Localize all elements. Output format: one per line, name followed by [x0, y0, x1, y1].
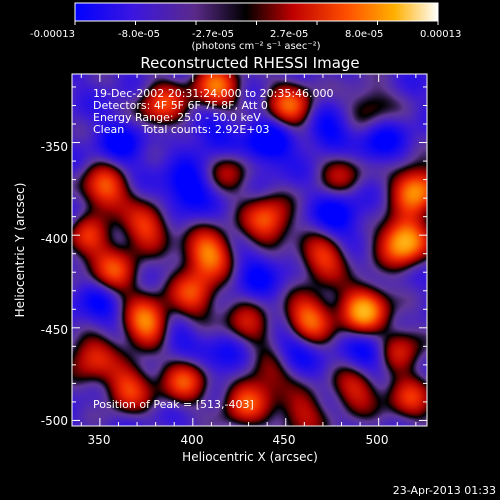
annotation-peak-position: Position of Peak = [513,-403]	[93, 398, 254, 411]
chart-title: Reconstructed RHESSI Image	[140, 54, 359, 72]
colorbar-tick-2: -2.7e-05	[192, 29, 234, 40]
x-tick-350: 350	[88, 433, 111, 447]
x-tick-400: 400	[181, 433, 204, 447]
plot-frame	[71, 73, 428, 427]
colorbar-tick-5: 0.00013	[420, 29, 461, 40]
y-tick-500: -500	[41, 414, 68, 428]
colorbar-ticks	[74, 21, 439, 25]
y-tick-400: -400	[41, 232, 68, 246]
annotation-time-range: 19-Dec-2002 20:31:24.000 to 20:35:46.000	[93, 87, 334, 100]
y-axis-label: Heliocentric Y (arcsec)	[13, 183, 27, 318]
render-timestamp: 23-Apr-2013 01:33	[393, 484, 496, 497]
annotation-clean-counts: Clean Total counts: 2.92E+03	[93, 123, 270, 136]
x-tick-450: 450	[273, 433, 296, 447]
colorbar-tick-1: -8.0e-05	[118, 29, 160, 40]
colorbar	[74, 2, 439, 22]
x-axis-label: Heliocentric X (arcsec)	[182, 450, 318, 464]
colorbar-unit: (photons cm⁻² s⁻¹ asec⁻²)	[191, 41, 320, 52]
y-tick-450: -450	[41, 323, 68, 337]
annotation-energy-range: Energy Range: 25.0 - 50.0 keV	[93, 111, 261, 124]
heatmap-image	[72, 74, 427, 426]
colorbar-tick-0: -0.00013	[30, 29, 75, 40]
y-tick-350: -350	[41, 140, 68, 154]
annotation-detectors: Detectors: 4F 5F 6F 7F 8F, Att 0	[93, 99, 268, 112]
colorbar-tick-4: 8.0e-05	[345, 29, 383, 40]
minor-ticks	[72, 74, 427, 426]
colorbar-tick-3: 2.7e-05	[270, 29, 308, 40]
x-tick-500: 500	[366, 433, 389, 447]
